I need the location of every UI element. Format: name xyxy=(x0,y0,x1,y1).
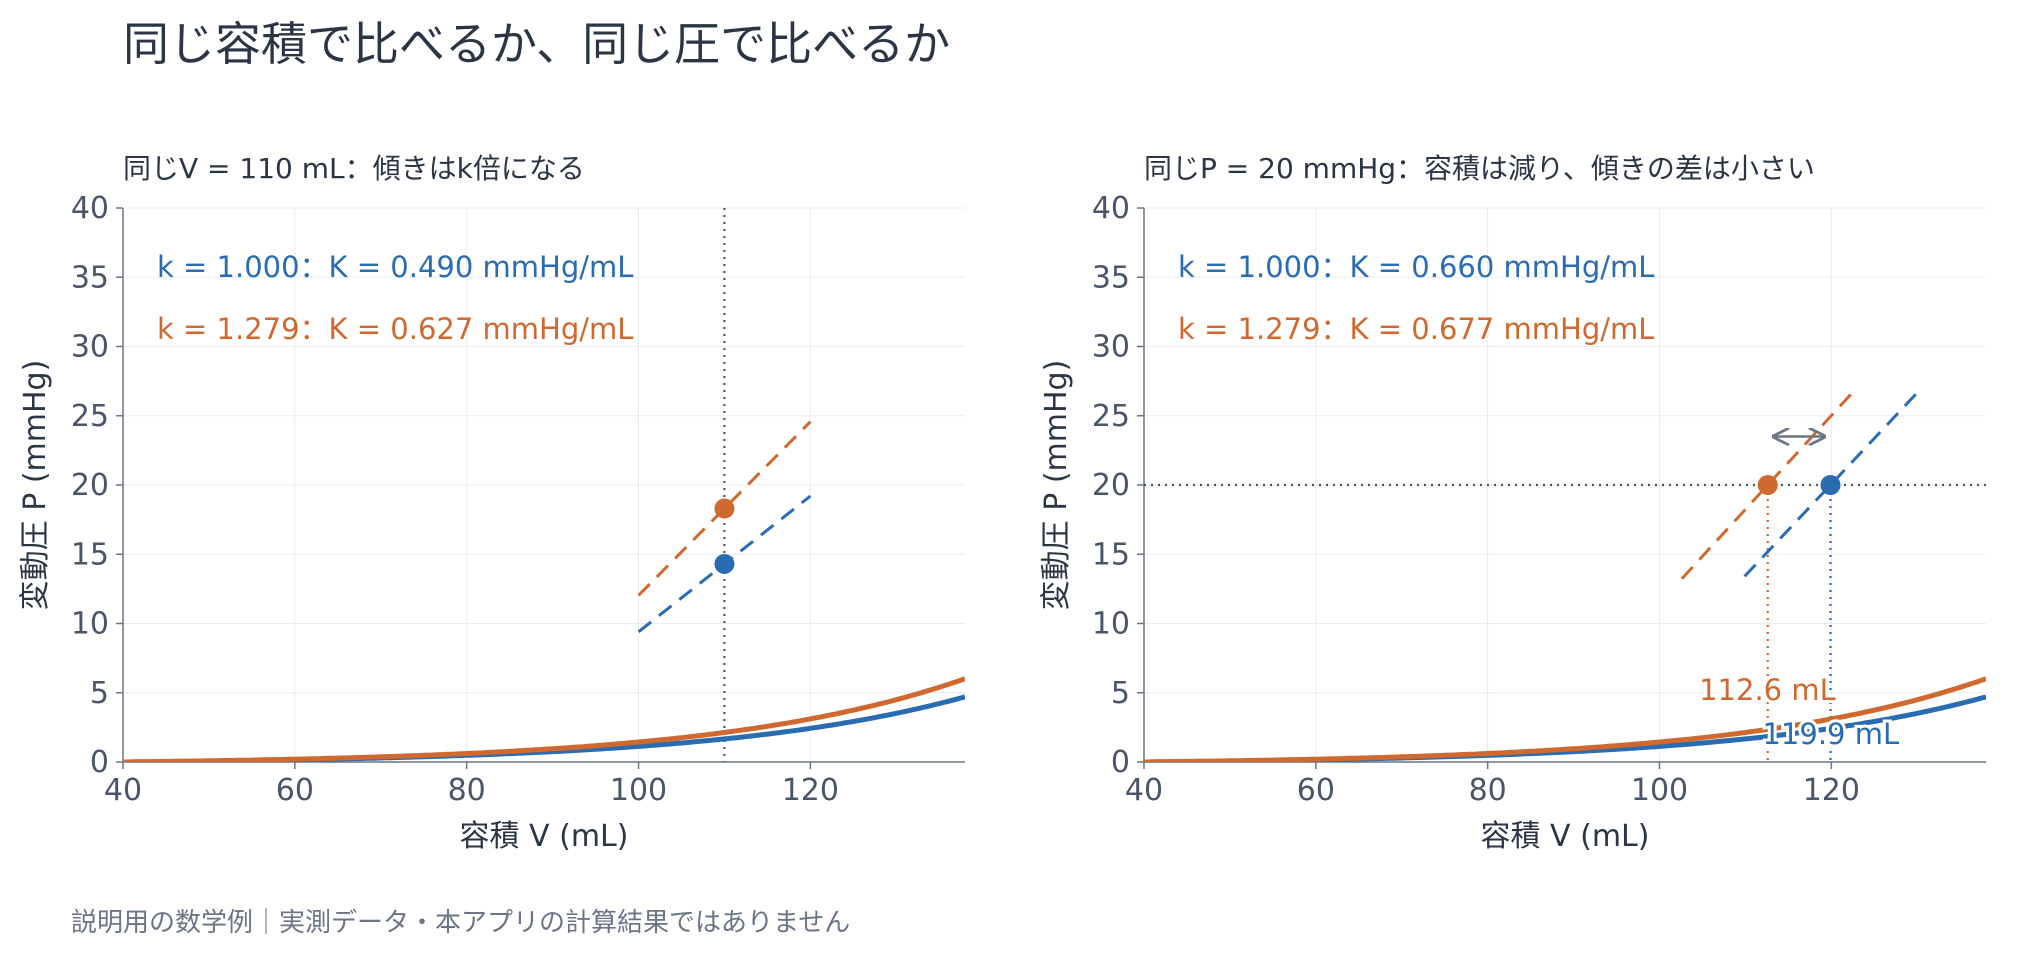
y-tick-label: 0 xyxy=(90,745,109,780)
subplot-title: 同じV = 110 mL：傾きはk倍になる xyxy=(123,152,585,185)
subplot-title: 同じP = 20 mmHg：容積は減り、傾きの差は小さい xyxy=(1144,152,1815,185)
plot-area xyxy=(1144,390,1986,762)
y-tick-label: 15 xyxy=(71,537,109,572)
series-line xyxy=(123,676,965,762)
x-tick-label: 80 xyxy=(1469,773,1507,808)
y-tick-label: 30 xyxy=(1092,330,1130,365)
x-tick-label: 40 xyxy=(1125,773,1163,808)
data-point xyxy=(1820,475,1841,495)
tangent-line xyxy=(1743,392,1918,578)
x-tick-label: 80 xyxy=(448,773,486,808)
data-point xyxy=(714,498,735,519)
plot-area xyxy=(123,208,965,762)
y-tick-label: 20 xyxy=(71,468,109,503)
y-tick-label: 25 xyxy=(71,399,109,434)
y-tick-label: 35 xyxy=(1092,260,1130,295)
x-axis-label: 容積 V (mL) xyxy=(460,819,629,854)
x-tick-label: 60 xyxy=(276,773,314,808)
series-annotation: k = 1.000：K = 0.660 mmHg/mL xyxy=(1178,250,1654,284)
page-title: 同じ容積で比べるか、同じ圧で比べるか xyxy=(123,17,951,71)
y-tick-label: 15 xyxy=(1092,537,1130,572)
y-axis-label: 変動圧 P (mmHg) xyxy=(1039,360,1074,611)
point-label: 119.9 mL xyxy=(1762,717,1899,751)
x-tick-label: 60 xyxy=(1297,773,1335,808)
series-annotation: k = 1.000：K = 0.490 mmHg/mL xyxy=(157,250,633,284)
x-axis-label: 容積 V (mL) xyxy=(1481,819,1650,854)
tangent-line xyxy=(637,420,812,597)
x-tick-label: 40 xyxy=(104,773,142,808)
y-tick-label: 35 xyxy=(71,260,109,295)
tangent-line xyxy=(1680,390,1855,580)
y-tick-label: 10 xyxy=(71,607,109,642)
footnote: 説明用の数学例｜実測データ・本アプリの計算結果ではありません xyxy=(71,908,851,938)
y-tick-label: 25 xyxy=(1092,399,1130,434)
x-tick-label: 120 xyxy=(782,773,839,808)
x-tick-label: 100 xyxy=(610,773,667,808)
series-annotation: k = 1.279：K = 0.677 mmHg/mL xyxy=(1178,312,1654,346)
series-line xyxy=(123,694,965,762)
y-tick-label: 20 xyxy=(1092,468,1130,503)
y-axis-label: 変動圧 P (mmHg) xyxy=(18,360,53,611)
y-tick-label: 10 xyxy=(1092,607,1130,642)
y-tick-label: 0 xyxy=(1111,745,1130,780)
y-tick-label: 5 xyxy=(1111,676,1130,711)
point-label: 112.6 mL xyxy=(1699,673,1836,707)
series-annotation: k = 1.279：K = 0.627 mmHg/mL xyxy=(157,312,633,346)
x-tick-label: 120 xyxy=(1803,773,1860,808)
data-point xyxy=(714,553,735,574)
y-tick-label: 40 xyxy=(71,191,109,226)
chart-left: 同じV = 110 mL：傾きはk倍になる 40 60 80 100 120 0 5 10 15 2… xyxy=(18,152,965,854)
y-tick-label: 30 xyxy=(71,330,109,365)
x-tick-label: 100 xyxy=(1631,773,1688,808)
data-point xyxy=(1757,475,1778,495)
series-line xyxy=(1144,676,1986,762)
y-tick-label: 5 xyxy=(90,676,109,711)
y-tick-label: 40 xyxy=(1092,191,1130,226)
